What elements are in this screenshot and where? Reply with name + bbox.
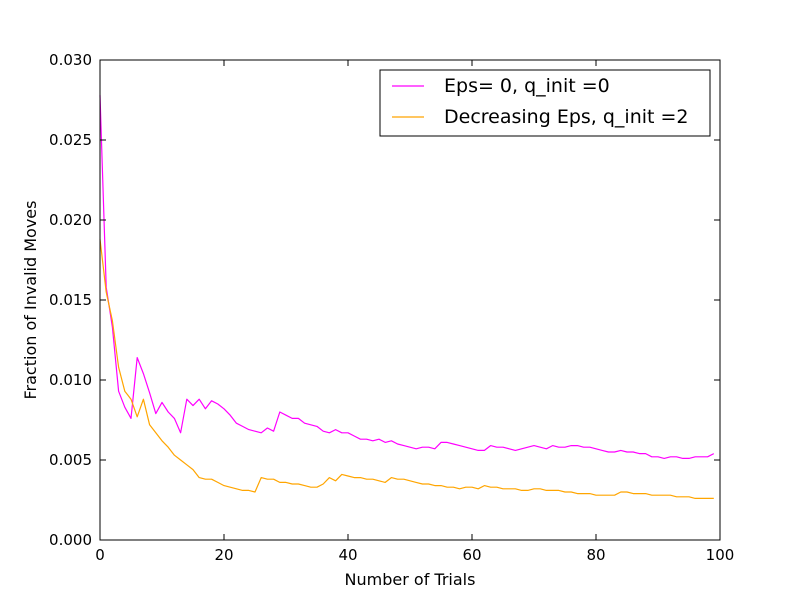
legend-label-decreasing-eps: Decreasing Eps, q_init =2 [444,106,689,128]
y-tick-label: 0.000 [49,531,92,549]
legend-label-eps-0: Eps= 0, q_init =0 [444,75,610,97]
plot-area [100,60,720,540]
y-tick-label: 0.010 [49,371,92,389]
x-tick-label: 60 [462,546,481,564]
y-tick-label: 0.025 [49,131,92,149]
y-tick-label: 0.005 [49,451,92,469]
y-tick-label: 0.020 [49,211,92,229]
y-axis-label: Fraction of Invalid Moves [21,201,40,400]
x-tick-label: 40 [338,546,357,564]
legend-box [379,69,711,137]
y-tick-label: 0.030 [49,51,92,69]
series-line-eps-0 [99,95,715,459]
series-line-decreasing-eps [99,239,714,499]
x-tick-label: 0 [95,546,105,564]
legend: Eps= 0, q_init =0 Decreasing Eps, q_init… [379,69,711,137]
axes-frame [99,59,721,541]
x-tick-label: 80 [586,546,605,564]
x-tick-label: 100 [706,546,735,564]
x-tick-label: 20 [214,546,233,564]
series-layer [99,95,715,499]
tick-layer: 0 20 40 60 80 100 0.000 0.005 0.010 0.015 0.020 0.0… [49,51,734,564]
y-tick-label: 0.015 [49,291,92,309]
x-axis-label: Number of Trials [345,570,476,589]
